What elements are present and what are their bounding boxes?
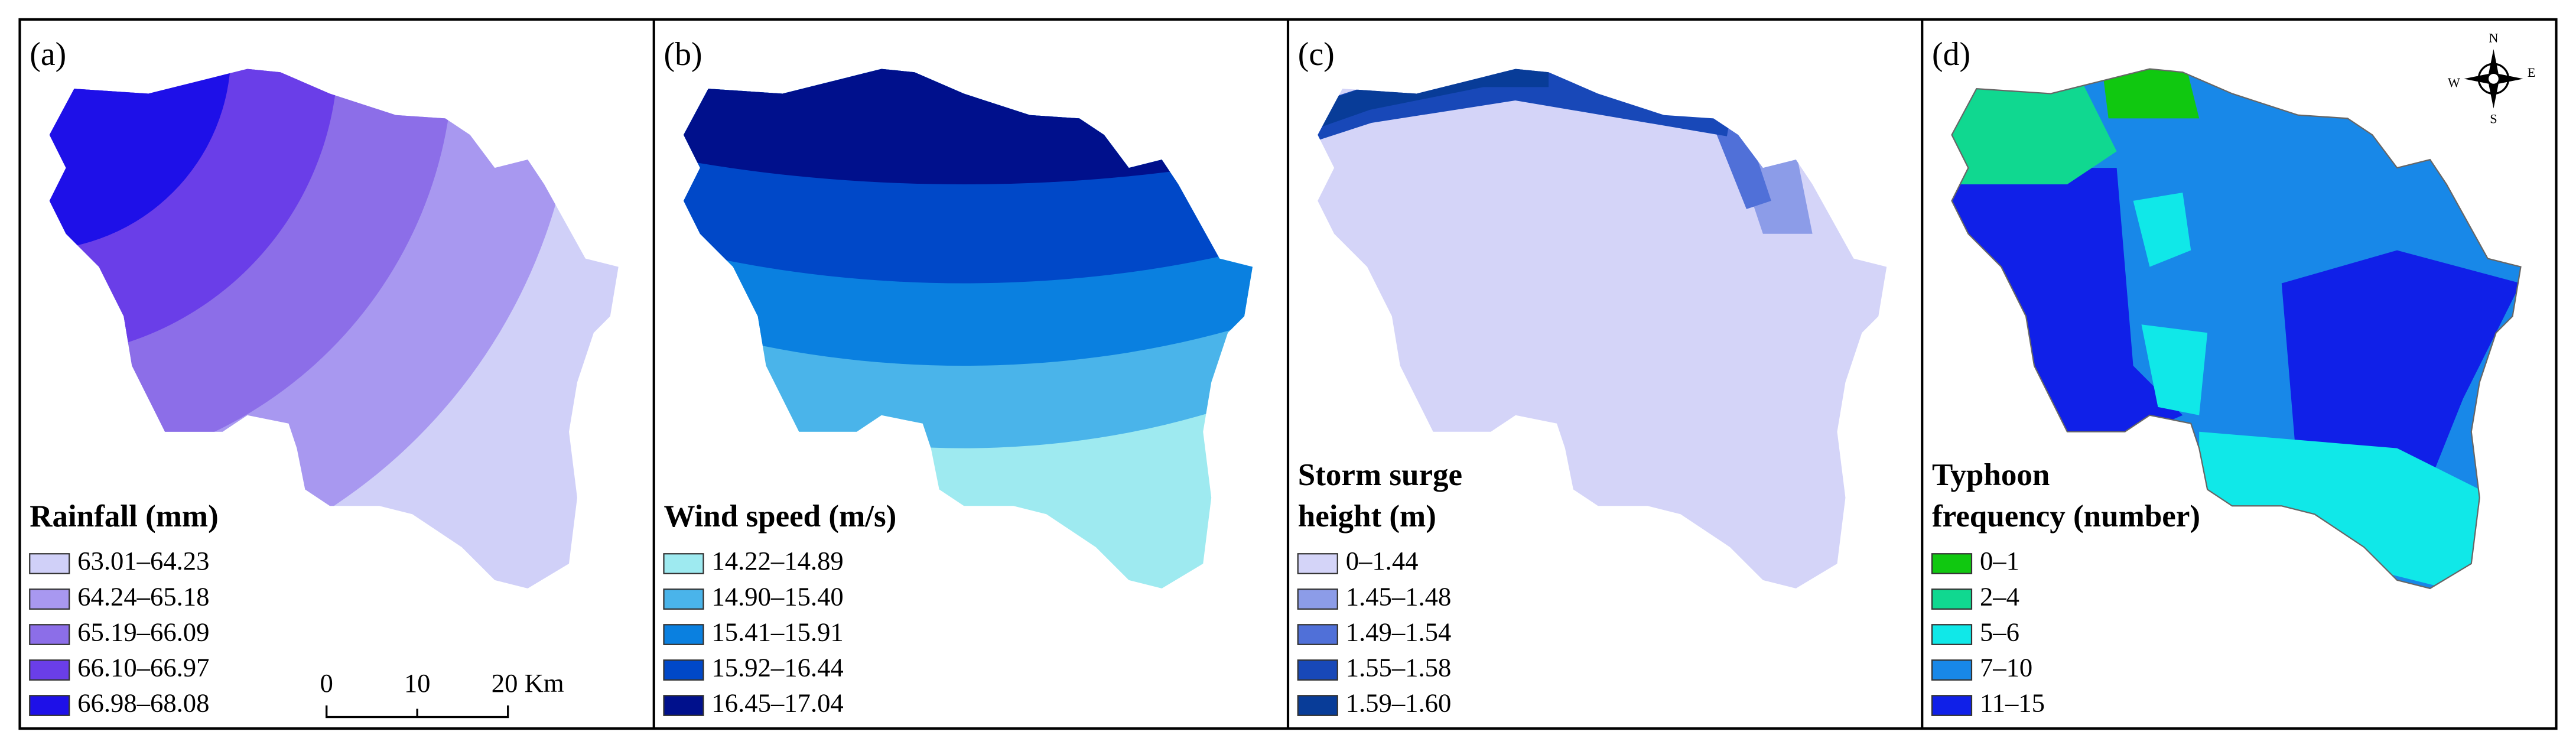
legend-label: 11–15 bbox=[1980, 688, 2045, 717]
panel-label: (a) bbox=[30, 36, 66, 73]
zone bbox=[49, 69, 339, 358]
legend-label: 0–1 bbox=[1980, 546, 2019, 575]
scale-bar: 0 10 20 Km bbox=[320, 668, 564, 718]
legend-swatch bbox=[663, 659, 704, 681]
legend-label: 7–10 bbox=[1980, 652, 2032, 682]
legend-title: height (m) bbox=[1298, 499, 1436, 534]
legend-label: 1.45–1.48 bbox=[1346, 581, 1452, 611]
zone bbox=[2199, 431, 2496, 588]
legend-swatch bbox=[29, 659, 70, 681]
legend-title: frequency (number) bbox=[1932, 499, 2200, 534]
legend-swatch bbox=[1297, 695, 1338, 716]
legend-swatch bbox=[1931, 624, 1973, 645]
panel-label: (b) bbox=[663, 36, 702, 73]
compass-letter: E bbox=[2528, 65, 2536, 80]
compass: N S E W bbox=[2448, 30, 2536, 126]
legend-label: 66.10–66.97 bbox=[77, 652, 209, 682]
legend-label: 2–4 bbox=[1980, 581, 2019, 611]
legend-swatch bbox=[1931, 553, 1973, 574]
legend-title: Storm surge bbox=[1298, 458, 1462, 492]
region-outline bbox=[1951, 68, 2522, 590]
legend-swatch bbox=[663, 553, 704, 574]
legend-label: 63.01–64.23 bbox=[77, 546, 209, 575]
legend-swatch bbox=[1931, 695, 1973, 716]
legend-label: 16.45–17.04 bbox=[711, 688, 843, 717]
scale-label: 0 bbox=[320, 668, 333, 698]
legend-swatch bbox=[29, 588, 70, 610]
legend-label: 5–6 bbox=[1980, 617, 2019, 646]
zone bbox=[2133, 192, 2208, 415]
legend-label: 14.90–15.40 bbox=[711, 581, 843, 611]
legend-label: 15.92–16.44 bbox=[711, 652, 843, 682]
legend-swatch bbox=[1297, 553, 1338, 574]
legend-swatch bbox=[663, 588, 704, 610]
scale-label: 10 bbox=[404, 668, 431, 698]
zone bbox=[1713, 126, 1771, 209]
legend-swatch bbox=[663, 624, 704, 645]
legend-title: Typhoon bbox=[1932, 458, 2050, 492]
compass-letter: N bbox=[2489, 30, 2498, 45]
legend-swatch bbox=[1297, 624, 1338, 645]
legend-title: Rainfall (mm) bbox=[30, 499, 219, 534]
panel: (d) Typhoon frequency (number) 0–1 2–4 5–6 7–1… bbox=[1931, 36, 2522, 717]
zone bbox=[2100, 69, 2200, 119]
legend-label: 14.22–14.89 bbox=[711, 546, 843, 575]
panel: (c) Storm surge height (m) 0–1.44 1.45–1.48 1… bbox=[1297, 36, 1887, 717]
zone bbox=[1951, 85, 2117, 185]
legend-label: 0–1.44 bbox=[1346, 546, 1419, 575]
zone bbox=[2281, 250, 2521, 482]
compass-center bbox=[2489, 73, 2499, 84]
legend-label: 1.55–1.58 bbox=[1346, 652, 1452, 682]
legend-title: Wind speed (m/s) bbox=[663, 499, 896, 534]
legend-label: 65.19–66.09 bbox=[77, 617, 209, 646]
legend-label: 15.41–15.91 bbox=[711, 617, 843, 646]
legend-label: 66.98–68.08 bbox=[77, 688, 209, 717]
zone bbox=[49, 69, 231, 251]
compass-letter: W bbox=[2448, 75, 2461, 90]
legend-swatch bbox=[29, 695, 70, 716]
legend-swatch bbox=[1297, 588, 1338, 610]
legend-swatch bbox=[29, 624, 70, 645]
compass-letter: S bbox=[2490, 111, 2497, 126]
scale-line bbox=[326, 705, 509, 718]
legend-swatch bbox=[1931, 659, 1973, 681]
scale-label: 20 Km bbox=[492, 668, 564, 698]
legend-swatch bbox=[1931, 588, 1973, 610]
panel: (a) Rainfall (mm) 63.01–64.23 64.24–65.18 65… bbox=[29, 36, 619, 717]
legend-swatch bbox=[29, 553, 70, 574]
legend-swatch bbox=[663, 695, 704, 716]
legend-swatch bbox=[1297, 659, 1338, 681]
legend-label: 64.24–65.18 bbox=[77, 581, 209, 611]
legend-label: 1.49–1.54 bbox=[1346, 617, 1452, 646]
panel-label: (c) bbox=[1298, 36, 1335, 73]
legend-label: 1.59–1.60 bbox=[1346, 688, 1452, 717]
panel-label: (d) bbox=[1932, 36, 1970, 73]
